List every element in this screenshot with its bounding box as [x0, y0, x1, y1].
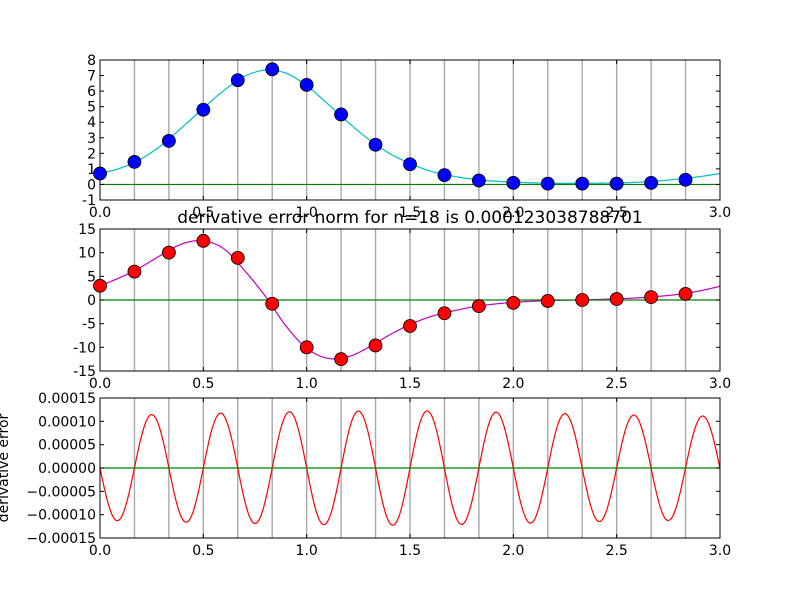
data-point — [609, 176, 624, 191]
y-tick-label: -15 — [73, 364, 96, 380]
data-point — [93, 166, 107, 181]
x-tick-label: 2.0 — [502, 543, 524, 559]
data-point — [437, 306, 452, 321]
x-tick-label: 0.0 — [89, 205, 111, 221]
series-group — [100, 410, 720, 526]
y-tick-label: −0.00005 — [26, 484, 96, 500]
data-point — [609, 292, 624, 306]
data-point — [265, 296, 280, 311]
data-point — [127, 154, 142, 169]
x-tick-label: 0.5 — [192, 376, 214, 392]
data-point — [334, 352, 349, 367]
y-tick-label: 0.00005 — [38, 438, 96, 454]
x-tick-label: 1.5 — [399, 205, 421, 221]
data-point — [230, 250, 245, 265]
x-tick-label: 2.0 — [502, 205, 524, 221]
data-point — [403, 157, 417, 172]
data-point — [575, 293, 590, 307]
data-point — [644, 290, 659, 305]
data-point — [196, 102, 211, 117]
subplot-derivative-error: 0.0 0.5 1.0 1.5 2.0 2.5 3.0 0.00015 0.00010 0.000… — [0, 391, 731, 559]
tick-group: 0.0 0.5 1.0 1.5 2.0 2.5 3.0 0.00015 0.00010 0.000… — [26, 391, 731, 559]
x-tick-label: 1.5 — [399, 543, 421, 559]
y-tick-label: -10 — [73, 340, 96, 356]
x-tick-label: 1.0 — [296, 543, 318, 559]
x-tick-label: 3.0 — [709, 543, 731, 559]
grid-lines — [133, 60, 687, 200]
x-tick-label: 2.5 — [606, 205, 628, 221]
y-tick-label: 5 — [87, 269, 96, 285]
data-point — [506, 175, 521, 190]
y-tick-label: 2 — [87, 146, 96, 162]
y-tick-label: -5 — [82, 317, 96, 333]
x-tick-label: 1.0 — [296, 205, 318, 221]
data-point — [575, 176, 590, 191]
y-tick-label: 0.00010 — [38, 414, 96, 430]
y-axis-label: derivative error — [0, 413, 12, 522]
x-tick-label: 0.0 — [89, 376, 111, 392]
y-tick-label: 5 — [87, 100, 96, 116]
y-tick-label: −0.00015 — [26, 531, 96, 547]
data-point — [437, 168, 452, 183]
data-point — [540, 176, 555, 191]
x-tick-label: 1.5 — [399, 376, 421, 392]
y-tick-label: 0.00015 — [38, 391, 96, 407]
data-point — [471, 173, 486, 188]
y-tick-label: 1 — [87, 162, 96, 178]
y-tick-label: 0 — [87, 177, 96, 193]
y-tick-label: 15 — [78, 222, 96, 238]
data-point — [678, 286, 693, 301]
x-tick-label: 3.0 — [709, 376, 731, 392]
data-point — [196, 233, 211, 248]
data-point — [368, 338, 383, 353]
data-point — [127, 264, 142, 279]
chart-title: derivative error norm for n=18 is 0.0001… — [177, 208, 642, 228]
data-point — [93, 278, 107, 293]
y-tick-label: 7 — [87, 69, 96, 85]
data-point — [299, 340, 314, 355]
data-point — [644, 175, 659, 190]
data-point — [506, 295, 521, 310]
data-point — [161, 245, 176, 260]
subplot-derivative-values: 0.0 0.5 1.0 1.5 2.0 2.5 3.0 15 10 5 0 -5 -10 -15 deri… — [73, 208, 731, 392]
data-point — [265, 62, 280, 77]
data-point — [678, 172, 693, 187]
data-point — [334, 107, 349, 122]
y-tick-label: 6 — [87, 84, 96, 100]
x-tick-label: 0.0 — [89, 543, 111, 559]
data-point — [368, 137, 383, 152]
y-tick-label: 0.00000 — [38, 461, 96, 477]
data-point — [299, 77, 314, 92]
y-tick-label: 10 — [78, 246, 96, 262]
tick-group: 0.0 0.5 1.0 1.5 2.0 2.5 3.0 15 10 5 0 -5 -10 -15 — [73, 222, 731, 392]
x-tick-label: 0.5 — [192, 205, 214, 221]
x-tick-label: 2.0 — [502, 376, 524, 392]
x-tick-label: 1.0 — [296, 376, 318, 392]
x-tick-label: 3.0 — [709, 205, 731, 221]
y-tick-label: −0.00010 — [26, 508, 96, 524]
data-point — [471, 299, 486, 314]
data-point — [230, 73, 245, 88]
y-tick-label: 3 — [87, 131, 96, 147]
data-point — [161, 133, 176, 148]
y-tick-label: 4 — [87, 115, 96, 131]
y-tick-label: 8 — [87, 53, 96, 69]
x-tick-label: 2.5 — [606, 543, 628, 559]
y-tick-label: 0 — [87, 293, 96, 309]
x-tick-label: 0.5 — [192, 543, 214, 559]
y-tick-label: -1 — [82, 193, 96, 209]
data-point — [540, 294, 555, 308]
data-point — [403, 319, 417, 333]
x-tick-label: 2.5 — [606, 376, 628, 392]
